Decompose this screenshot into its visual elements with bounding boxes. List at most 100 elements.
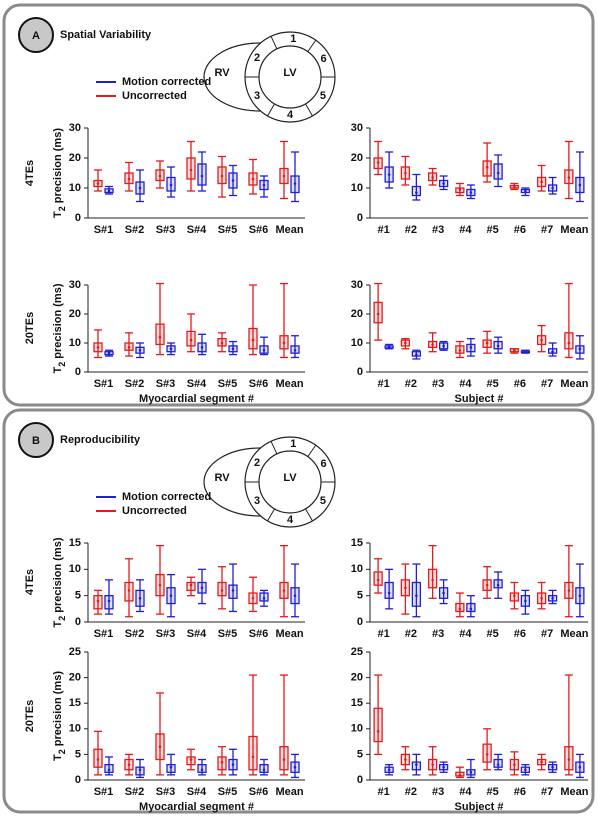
segment-divider: [267, 508, 275, 522]
rv-label: RV: [214, 67, 230, 79]
y-axis-label-part: 2: [57, 749, 67, 754]
x-tick-label: #1: [378, 786, 390, 798]
legend-label: Uncorrected: [122, 505, 187, 517]
x-tick-label: S#6: [249, 786, 269, 798]
box: [384, 581, 394, 599]
legend-label: Uncorrected: [122, 90, 187, 102]
x-tick-label: S#2: [125, 786, 145, 798]
median: [96, 758, 100, 761]
box: [509, 592, 520, 602]
segment-label: 4: [287, 514, 294, 526]
x-tick-label: S#1: [94, 378, 114, 390]
median: [442, 344, 445, 348]
median: [469, 191, 473, 194]
panel-frame: [2, 408, 595, 814]
panel-letter: B: [32, 435, 40, 447]
x-tick-label: Mean: [275, 628, 303, 640]
box: [466, 602, 476, 613]
y-tick-label: 0: [75, 366, 81, 378]
median: [231, 179, 235, 182]
median: [138, 186, 142, 190]
y-tick-label: 15: [69, 537, 81, 549]
median: [127, 763, 131, 766]
row-label: 4TEs: [24, 160, 36, 186]
median: [485, 341, 489, 345]
median: [524, 599, 527, 603]
median: [404, 758, 407, 761]
x-axis-label: Myocardial segment #: [139, 801, 254, 813]
median: [251, 338, 255, 342]
median: [496, 763, 500, 766]
median: [485, 583, 489, 587]
y-tick-label: 20: [69, 672, 81, 684]
median: [431, 176, 434, 179]
median: [293, 182, 297, 185]
x-tick-label: #6: [514, 628, 526, 640]
segment-divider: [267, 103, 275, 117]
segment-divider: [305, 103, 313, 117]
median: [200, 768, 204, 772]
median: [169, 594, 173, 597]
median: [376, 161, 380, 164]
median: [551, 186, 554, 190]
y-tick-label: 10: [351, 723, 363, 735]
x-tick-label: #5: [487, 378, 499, 390]
rv-label: RV: [214, 472, 230, 484]
median: [262, 768, 266, 772]
x-tick-label: S#5: [218, 786, 238, 798]
x-tick-label: S#2: [125, 378, 145, 390]
y-tick-label: 0: [75, 774, 81, 786]
x-tick-label: Mean: [275, 378, 303, 390]
y-tick-label: 15: [351, 537, 363, 549]
x-tick-label: #7: [541, 628, 553, 640]
y-tick-label: 0: [357, 616, 363, 628]
x-tick-label: #2: [405, 224, 417, 236]
median: [158, 174, 162, 178]
panel-title: Spatial Variability: [60, 29, 152, 41]
median: [231, 763, 235, 766]
median: [469, 346, 473, 349]
segment-divider: [307, 39, 317, 52]
x-tick-label: S#3: [156, 628, 176, 640]
x-tick-label: S#3: [156, 786, 176, 798]
median: [540, 760, 543, 764]
y-tick-label: 10: [69, 337, 81, 349]
x-tick-label: S#1: [94, 628, 114, 640]
y-tick-label: 0: [75, 212, 81, 224]
median: [496, 583, 500, 587]
median: [540, 180, 543, 184]
legend-label: Motion corrected: [122, 491, 211, 503]
lv-label: LV: [283, 67, 297, 79]
y-axis-label-part: 2: [57, 616, 67, 621]
box: [93, 595, 103, 610]
y-axis-label-part: T: [52, 367, 64, 374]
x-tick-label: #2: [405, 786, 417, 798]
panel-badge: [18, 17, 54, 53]
x-axis-label: Subject #: [455, 393, 504, 405]
x-tick-label: S#4: [187, 224, 207, 236]
median: [200, 586, 204, 590]
median: [496, 171, 500, 175]
y-axis-label-part: precision (ms): [52, 537, 64, 616]
box: [411, 581, 422, 607]
median: [513, 348, 516, 352]
median: [578, 183, 582, 187]
box: [228, 584, 238, 599]
median: [376, 578, 380, 582]
median: [189, 338, 193, 342]
x-tick-label: Mean: [560, 786, 588, 798]
y-tick-label: 30: [69, 122, 81, 134]
median: [262, 183, 266, 187]
median: [158, 745, 162, 749]
median: [107, 189, 111, 193]
y-tick-label: 10: [351, 337, 363, 349]
y-tick-label: 15: [69, 697, 81, 709]
y-tick-label: 30: [351, 279, 363, 291]
median: [127, 346, 131, 349]
median: [496, 344, 500, 348]
box: [104, 595, 114, 610]
median: [293, 594, 297, 597]
y-tick-label: 5: [75, 748, 81, 760]
median: [540, 597, 543, 600]
y-axis-label-part: T: [52, 621, 64, 628]
